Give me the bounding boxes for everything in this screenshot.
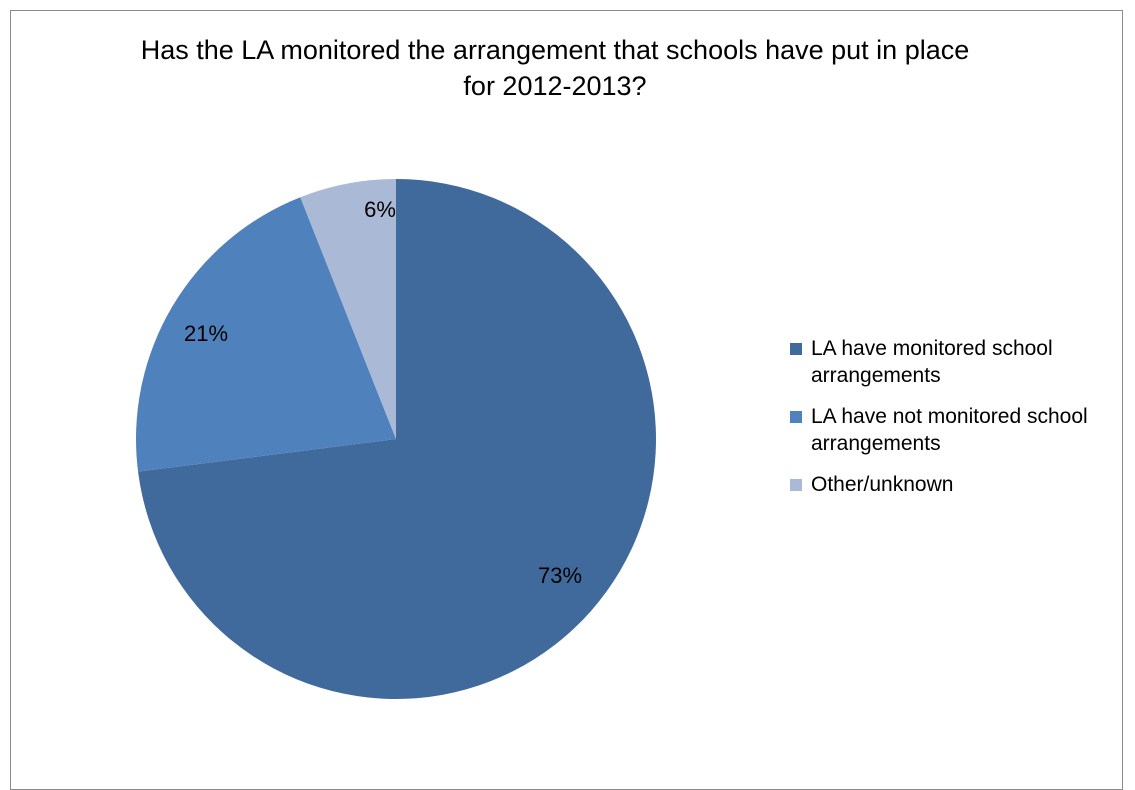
data-label: 73%	[538, 563, 582, 588]
pie-slice	[138, 179, 656, 699]
legend-label: Other/unknown	[811, 473, 954, 496]
legend: LA have monitored school arrangements LA …	[790, 335, 1110, 512]
legend-swatch	[790, 343, 802, 355]
pie-chart: 73% 21% 6%	[135, 179, 656, 699]
legend-item: LA have monitored school arrangements	[790, 335, 1110, 389]
legend-item: Other/unknown	[790, 471, 1110, 498]
legend-label: LA have not monitored school arrangement…	[811, 405, 1088, 455]
pie-slice	[135, 197, 396, 472]
legend-label: LA have monitored school arrangements	[811, 337, 1053, 387]
chart-title: Has the LA monitored the arrangement tha…	[140, 35, 970, 101]
legend-swatch	[790, 411, 802, 423]
data-label: 6%	[364, 197, 396, 222]
data-label: 21%	[184, 321, 228, 346]
pie-slice	[300, 179, 396, 439]
legend-item: LA have not monitored school arrangement…	[790, 403, 1110, 457]
legend-swatch	[790, 479, 802, 491]
